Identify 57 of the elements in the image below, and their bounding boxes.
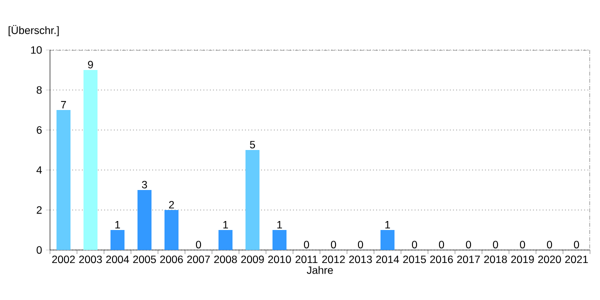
data-label: 1 xyxy=(115,221,120,228)
bar xyxy=(84,70,98,250)
x-tick-label: 2008 xyxy=(214,256,237,264)
x-tick-label: 2003 xyxy=(79,256,102,264)
data-label: 0 xyxy=(520,240,526,248)
x-tick-label: 2021 xyxy=(565,256,588,264)
data-label: 0 xyxy=(438,240,444,248)
data-label: 1 xyxy=(277,221,282,228)
bar xyxy=(138,190,152,250)
data-label: 7 xyxy=(61,101,66,108)
data-label: 0 xyxy=(466,240,472,248)
bar xyxy=(272,230,286,250)
data-label: 2 xyxy=(169,200,174,208)
x-tick-label: 2006 xyxy=(160,256,183,264)
x-tick-label: 2011 xyxy=(296,256,318,264)
data-label: 0 xyxy=(492,240,498,248)
y-tick-label: 2 xyxy=(36,206,42,214)
data-label: 0 xyxy=(330,240,336,248)
x-tick-label: 2010 xyxy=(268,256,291,264)
x-tick-label: 2020 xyxy=(538,256,561,264)
data-label: 1 xyxy=(223,221,228,228)
x-tick-label: 2009 xyxy=(241,256,264,264)
bar xyxy=(380,230,395,250)
x-tick-label: 2007 xyxy=(187,256,210,264)
x-tick-label: 2012 xyxy=(322,256,345,264)
bar xyxy=(246,150,260,250)
data-label: 0 xyxy=(358,240,364,248)
data-label: 0 xyxy=(546,240,552,248)
x-tick-label: 2005 xyxy=(133,256,156,264)
bar xyxy=(56,110,70,250)
x-tick-label: 2004 xyxy=(106,256,130,264)
data-label: 9 xyxy=(88,60,93,68)
bar xyxy=(164,210,178,250)
x-tick-label: 2017 xyxy=(457,256,480,264)
x-tick-label: 2016 xyxy=(430,256,453,264)
y-tick-label: 6 xyxy=(36,126,42,134)
x-tick-label: 2013 xyxy=(349,256,372,264)
x-axis-title: Jahre xyxy=(306,266,333,274)
y-axis-title: [Überschr.] xyxy=(8,25,59,36)
data-label: 0 xyxy=(412,240,418,248)
x-tick-label: 2014 xyxy=(376,256,400,264)
bar xyxy=(110,230,124,250)
y-tick-label: 4 xyxy=(36,166,42,174)
data-label: 3 xyxy=(142,180,147,188)
y-tick-label: 8 xyxy=(36,86,42,94)
y-tick-label: 0 xyxy=(36,246,42,254)
y-tick-label: 10 xyxy=(31,46,42,54)
x-tick-label: 2019 xyxy=(511,256,534,264)
data-label: 5 xyxy=(250,140,256,148)
x-tick-label: 2002 xyxy=(52,256,75,264)
data-label: 1 xyxy=(385,221,390,228)
bar xyxy=(218,230,233,250)
data-label: 0 xyxy=(304,240,310,248)
data-label: 0 xyxy=(196,240,202,248)
x-tick-label: 2015 xyxy=(403,256,426,264)
data-label: 0 xyxy=(574,240,580,248)
x-tick-label: 2018 xyxy=(484,256,507,264)
